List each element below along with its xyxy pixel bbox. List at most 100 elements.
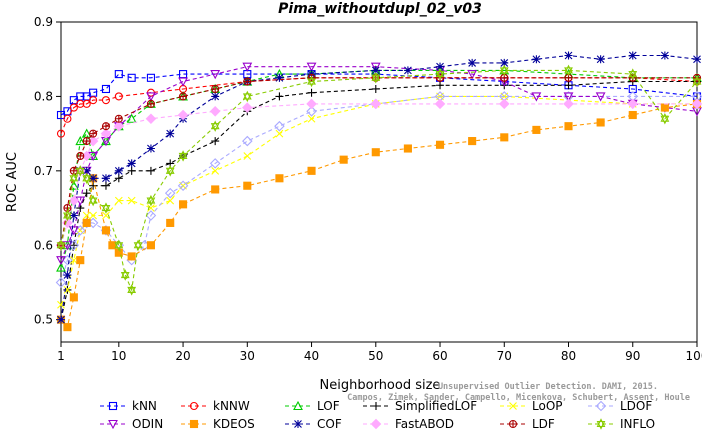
series-line <box>60 80 697 320</box>
square-marker <box>211 185 220 194</box>
data-point <box>434 98 446 110</box>
star-marker <box>133 239 143 249</box>
diamond-marker <box>434 98 446 110</box>
triangle-down-marker <box>467 70 478 80</box>
data-point <box>564 64 573 77</box>
data-point <box>145 113 157 125</box>
data-point <box>563 92 574 102</box>
series-cof <box>57 51 701 324</box>
legend-label: ODIN <box>132 417 163 431</box>
asterisk-marker <box>436 62 445 71</box>
data-point <box>146 73 155 82</box>
data-point <box>146 194 156 207</box>
asterisk-marker <box>564 51 573 60</box>
data-point <box>89 181 98 190</box>
plus-marker <box>83 137 91 145</box>
data-point <box>596 55 605 64</box>
data-point <box>306 106 317 117</box>
data-point <box>307 75 316 88</box>
data-point <box>211 137 220 146</box>
legend-label: kNNW <box>213 399 250 413</box>
data-point <box>211 166 220 175</box>
star-marker <box>165 167 175 177</box>
data-point <box>127 166 136 175</box>
diamond-marker <box>100 128 112 139</box>
asterisk-marker <box>275 73 284 82</box>
triangle-down-marker <box>68 226 79 236</box>
data-point <box>693 55 701 64</box>
square-marker <box>108 241 117 250</box>
star-marker <box>596 418 606 428</box>
legend-item-cof: COF <box>285 417 342 431</box>
data-point <box>209 158 221 169</box>
plus-marker <box>101 181 110 190</box>
data-point <box>82 189 91 198</box>
data-point <box>165 165 175 177</box>
data-point <box>339 155 348 164</box>
data-point <box>435 140 445 149</box>
data-point <box>114 196 123 205</box>
data-point <box>628 68 638 80</box>
data-point <box>76 256 85 265</box>
square-marker <box>307 166 316 175</box>
data-point <box>89 129 98 138</box>
star-marker <box>114 239 124 249</box>
data-point <box>101 181 110 190</box>
star-marker <box>127 284 137 293</box>
data-point <box>82 211 91 220</box>
legend-label: LDF <box>532 417 555 431</box>
plus-marker <box>102 122 110 130</box>
series-odin <box>56 62 702 266</box>
data-point <box>371 72 381 84</box>
data-point <box>76 151 85 161</box>
data-point <box>127 159 136 168</box>
star-marker <box>307 78 316 88</box>
data-point <box>114 166 123 175</box>
data-point <box>177 109 189 121</box>
plus-marker <box>69 241 78 250</box>
star-marker <box>242 93 252 103</box>
triangle-down-marker <box>146 92 156 102</box>
diamond-marker <box>242 102 253 113</box>
diamond-marker <box>68 195 80 206</box>
y-tick-label: 0.9 <box>34 15 53 29</box>
diamond-marker <box>595 400 607 412</box>
plus-marker <box>243 78 251 86</box>
data-point <box>82 166 91 175</box>
plus-marker <box>127 166 136 175</box>
series-lof <box>56 65 702 272</box>
x-marker <box>89 211 98 220</box>
data-point <box>75 165 85 177</box>
circle-marker <box>56 129 66 138</box>
data-point <box>82 218 91 227</box>
data-point <box>371 84 380 93</box>
y-tick-label: 0.7 <box>34 164 53 178</box>
x-marker <box>307 114 316 123</box>
plus-marker <box>436 81 445 90</box>
y-tick-label: 0.8 <box>34 89 53 103</box>
data-point <box>468 137 477 146</box>
legend-label: kNN <box>132 399 157 413</box>
star-marker <box>56 242 66 251</box>
data-point <box>370 98 382 110</box>
data-point <box>627 98 639 110</box>
data-point <box>307 88 316 97</box>
data-point <box>120 269 130 281</box>
data-point <box>436 81 445 90</box>
x-axis: 1 10 20 30 40 50 60 70 80 90 100 <box>57 342 702 363</box>
square-marker <box>189 419 199 429</box>
diamond-marker <box>55 277 67 288</box>
watermark-line-2: Unsupervised Outlier Detection. DAMI, 20… <box>438 381 658 392</box>
legend-item-loop: LoOP <box>500 399 563 413</box>
legend-item-ldof: LDOF <box>588 399 652 413</box>
series-line <box>60 73 698 116</box>
data-point <box>68 180 79 190</box>
data-point <box>147 204 155 212</box>
asterisk-marker <box>57 315 65 324</box>
data-point <box>274 120 285 132</box>
star-marker <box>82 175 92 185</box>
circle-marker <box>76 99 85 108</box>
square-marker <box>243 181 252 190</box>
asterisk-marker <box>101 174 110 183</box>
square-marker <box>596 118 605 127</box>
